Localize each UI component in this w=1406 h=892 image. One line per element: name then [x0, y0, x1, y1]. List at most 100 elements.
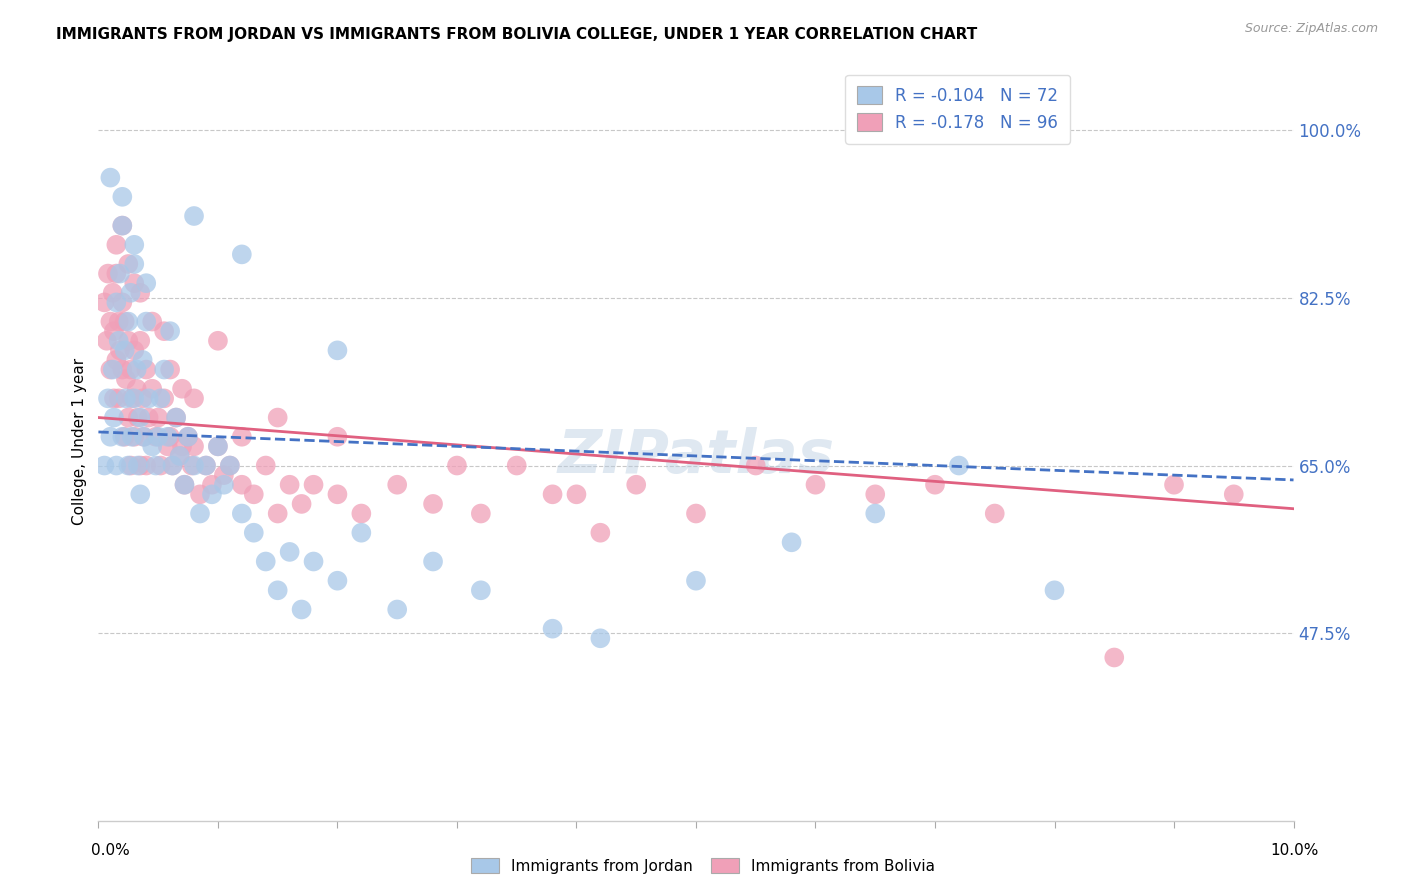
- Point: [111, 190, 134, 204]
- Point: [145, 458, 167, 473]
- Legend: Immigrants from Jordan, Immigrants from Bolivia: Immigrants from Jordan, Immigrants from …: [465, 852, 941, 880]
- Point: [172, 439, 194, 453]
- Point: [105, 237, 128, 252]
- Y-axis label: College, Under 1 year: College, Under 1 year: [72, 358, 87, 525]
- Point: [124, 237, 146, 252]
- Point: [924, 477, 946, 491]
- Point: [219, 458, 242, 473]
- Point: [93, 458, 115, 473]
- Point: [103, 392, 125, 406]
- Point: [153, 392, 176, 406]
- Point: [129, 334, 152, 348]
- Point: [565, 487, 588, 501]
- Point: [98, 362, 122, 376]
- Point: [111, 430, 134, 444]
- Point: [180, 458, 202, 473]
- Point: [121, 430, 143, 444]
- Point: [108, 267, 131, 281]
- Point: [127, 458, 149, 473]
- Point: [125, 382, 148, 396]
- Point: [132, 430, 155, 444]
- Point: [173, 477, 195, 491]
- Point: [177, 430, 200, 444]
- Text: IMMIGRANTS FROM JORDAN VS IMMIGRANTS FROM BOLIVIA COLLEGE, UNDER 1 YEAR CORRELAT: IMMIGRANTS FROM JORDAN VS IMMIGRANTS FRO…: [56, 27, 977, 42]
- Point: [1163, 477, 1185, 491]
- Point: [780, 535, 803, 549]
- Point: [111, 219, 134, 233]
- Point: [267, 410, 290, 425]
- Point: [105, 353, 128, 368]
- Point: [115, 392, 138, 406]
- Point: [108, 343, 131, 358]
- Point: [267, 583, 290, 598]
- Point: [506, 458, 529, 473]
- Point: [177, 430, 200, 444]
- Point: [219, 458, 242, 473]
- Point: [156, 430, 179, 444]
- Point: [107, 334, 129, 348]
- Point: [98, 315, 122, 329]
- Point: [350, 507, 373, 521]
- Point: [231, 507, 253, 521]
- Text: 0.0%: 0.0%: [91, 843, 131, 857]
- Point: [278, 545, 301, 559]
- Point: [326, 343, 349, 358]
- Point: [446, 458, 468, 473]
- Point: [149, 392, 172, 406]
- Point: [188, 507, 211, 521]
- Point: [103, 324, 125, 338]
- Point: [124, 430, 146, 444]
- Point: [98, 430, 122, 444]
- Point: [98, 170, 122, 185]
- Point: [96, 334, 118, 348]
- Point: [948, 458, 970, 473]
- Point: [107, 315, 129, 329]
- Point: [138, 410, 160, 425]
- Point: [188, 487, 211, 501]
- Point: [101, 285, 124, 300]
- Point: [212, 468, 235, 483]
- Point: [135, 315, 157, 329]
- Legend: R = -0.104   N = 72, R = -0.178   N = 96: R = -0.104 N = 72, R = -0.178 N = 96: [845, 75, 1070, 144]
- Point: [120, 458, 142, 473]
- Point: [129, 410, 152, 425]
- Point: [159, 362, 181, 376]
- Point: [141, 439, 163, 453]
- Point: [105, 458, 128, 473]
- Point: [865, 507, 887, 521]
- Point: [183, 439, 205, 453]
- Point: [135, 458, 157, 473]
- Point: [385, 602, 409, 616]
- Point: [141, 382, 163, 396]
- Point: [121, 392, 143, 406]
- Point: [120, 285, 142, 300]
- Point: [278, 477, 301, 491]
- Point: [173, 477, 195, 491]
- Point: [159, 324, 181, 338]
- Point: [131, 353, 153, 368]
- Point: [470, 583, 492, 598]
- Point: [117, 458, 139, 473]
- Point: [105, 267, 128, 281]
- Point: [804, 477, 827, 491]
- Point: [153, 324, 176, 338]
- Point: [201, 487, 224, 501]
- Point: [422, 497, 444, 511]
- Point: [984, 507, 1007, 521]
- Point: [117, 410, 139, 425]
- Point: [145, 430, 167, 444]
- Point: [589, 632, 612, 646]
- Point: [114, 315, 136, 329]
- Point: [125, 362, 148, 376]
- Text: 10.0%: 10.0%: [1271, 843, 1319, 857]
- Point: [470, 507, 492, 521]
- Point: [195, 458, 218, 473]
- Point: [153, 362, 176, 376]
- Point: [149, 458, 172, 473]
- Point: [124, 343, 146, 358]
- Point: [115, 372, 138, 386]
- Point: [291, 497, 314, 511]
- Point: [267, 507, 290, 521]
- Point: [135, 276, 157, 290]
- Point: [111, 295, 134, 310]
